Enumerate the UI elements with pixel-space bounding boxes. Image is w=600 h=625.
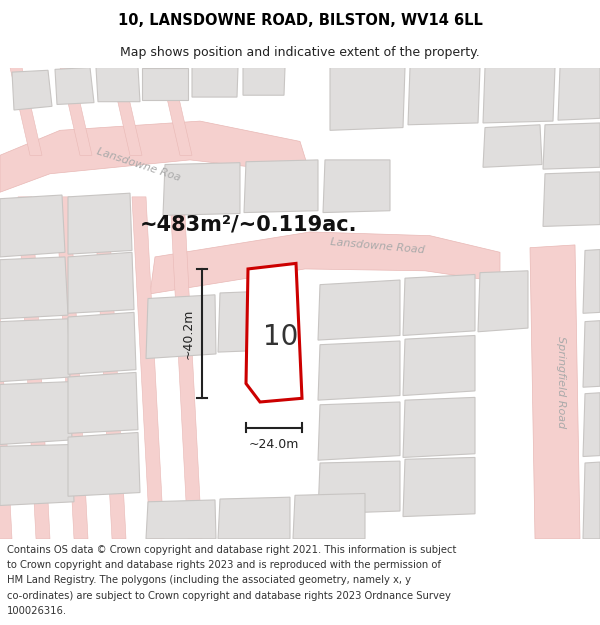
- Text: Springfield Road: Springfield Road: [556, 336, 566, 428]
- Polygon shape: [0, 195, 65, 257]
- Polygon shape: [0, 319, 70, 382]
- Polygon shape: [318, 402, 400, 460]
- Polygon shape: [403, 398, 475, 458]
- Polygon shape: [218, 290, 290, 352]
- Polygon shape: [12, 70, 52, 110]
- Polygon shape: [192, 68, 238, 97]
- Text: ~24.0m: ~24.0m: [249, 438, 299, 451]
- Polygon shape: [68, 312, 136, 374]
- Polygon shape: [403, 274, 475, 336]
- Text: co-ordinates) are subject to Crown copyright and database rights 2023 Ordnance S: co-ordinates) are subject to Crown copyr…: [7, 591, 451, 601]
- Polygon shape: [0, 444, 74, 506]
- Polygon shape: [68, 372, 138, 433]
- Text: 10: 10: [263, 323, 299, 351]
- Polygon shape: [0, 382, 72, 444]
- Polygon shape: [10, 68, 42, 155]
- Polygon shape: [293, 494, 365, 539]
- Text: 10, LANSDOWNE ROAD, BILSTON, WV14 6LL: 10, LANSDOWNE ROAD, BILSTON, WV14 6LL: [118, 12, 482, 28]
- Polygon shape: [56, 197, 88, 539]
- Polygon shape: [323, 160, 390, 212]
- Polygon shape: [170, 197, 202, 539]
- Text: to Crown copyright and database rights 2023 and is reproduced with the permissio: to Crown copyright and database rights 2…: [7, 560, 441, 570]
- Polygon shape: [146, 295, 216, 359]
- Polygon shape: [142, 68, 188, 100]
- Text: ~40.2m: ~40.2m: [182, 308, 194, 359]
- Polygon shape: [318, 341, 400, 400]
- Polygon shape: [483, 68, 555, 123]
- Polygon shape: [583, 462, 600, 539]
- Text: 100026316.: 100026316.: [7, 606, 67, 616]
- Polygon shape: [583, 249, 600, 313]
- Polygon shape: [60, 68, 92, 155]
- Polygon shape: [94, 197, 126, 539]
- Polygon shape: [403, 458, 475, 517]
- Polygon shape: [218, 497, 290, 539]
- Polygon shape: [318, 461, 400, 514]
- Polygon shape: [318, 280, 400, 340]
- Polygon shape: [408, 68, 480, 125]
- Polygon shape: [403, 336, 475, 396]
- Polygon shape: [583, 321, 600, 388]
- Polygon shape: [55, 68, 94, 104]
- Polygon shape: [18, 197, 50, 539]
- Text: Contains OS data © Crown copyright and database right 2021. This information is : Contains OS data © Crown copyright and d…: [7, 545, 457, 555]
- Polygon shape: [0, 197, 12, 539]
- Polygon shape: [478, 271, 528, 332]
- Polygon shape: [0, 257, 68, 319]
- Text: Lansdowne Roa: Lansdowne Roa: [95, 146, 181, 183]
- Polygon shape: [543, 123, 600, 169]
- Polygon shape: [146, 500, 216, 539]
- Text: Map shows position and indicative extent of the property.: Map shows position and indicative extent…: [120, 46, 480, 59]
- Polygon shape: [330, 68, 405, 131]
- Polygon shape: [110, 68, 142, 155]
- Polygon shape: [483, 125, 542, 168]
- Text: ~483m²/~0.119ac.: ~483m²/~0.119ac.: [139, 214, 357, 234]
- Polygon shape: [150, 232, 500, 294]
- Polygon shape: [68, 193, 132, 254]
- Text: HM Land Registry. The polygons (including the associated geometry, namely x, y: HM Land Registry. The polygons (includin…: [7, 576, 411, 586]
- Polygon shape: [558, 68, 600, 120]
- Polygon shape: [246, 263, 302, 402]
- Polygon shape: [0, 121, 310, 192]
- Text: Lansdowne Road: Lansdowne Road: [330, 237, 425, 255]
- Polygon shape: [243, 68, 285, 95]
- Polygon shape: [132, 197, 164, 539]
- Polygon shape: [543, 172, 600, 226]
- Polygon shape: [68, 253, 134, 313]
- Polygon shape: [163, 162, 240, 216]
- Polygon shape: [244, 160, 318, 212]
- Polygon shape: [583, 392, 600, 456]
- Polygon shape: [160, 68, 192, 155]
- Polygon shape: [96, 68, 140, 102]
- Polygon shape: [530, 245, 580, 539]
- Polygon shape: [68, 432, 140, 496]
